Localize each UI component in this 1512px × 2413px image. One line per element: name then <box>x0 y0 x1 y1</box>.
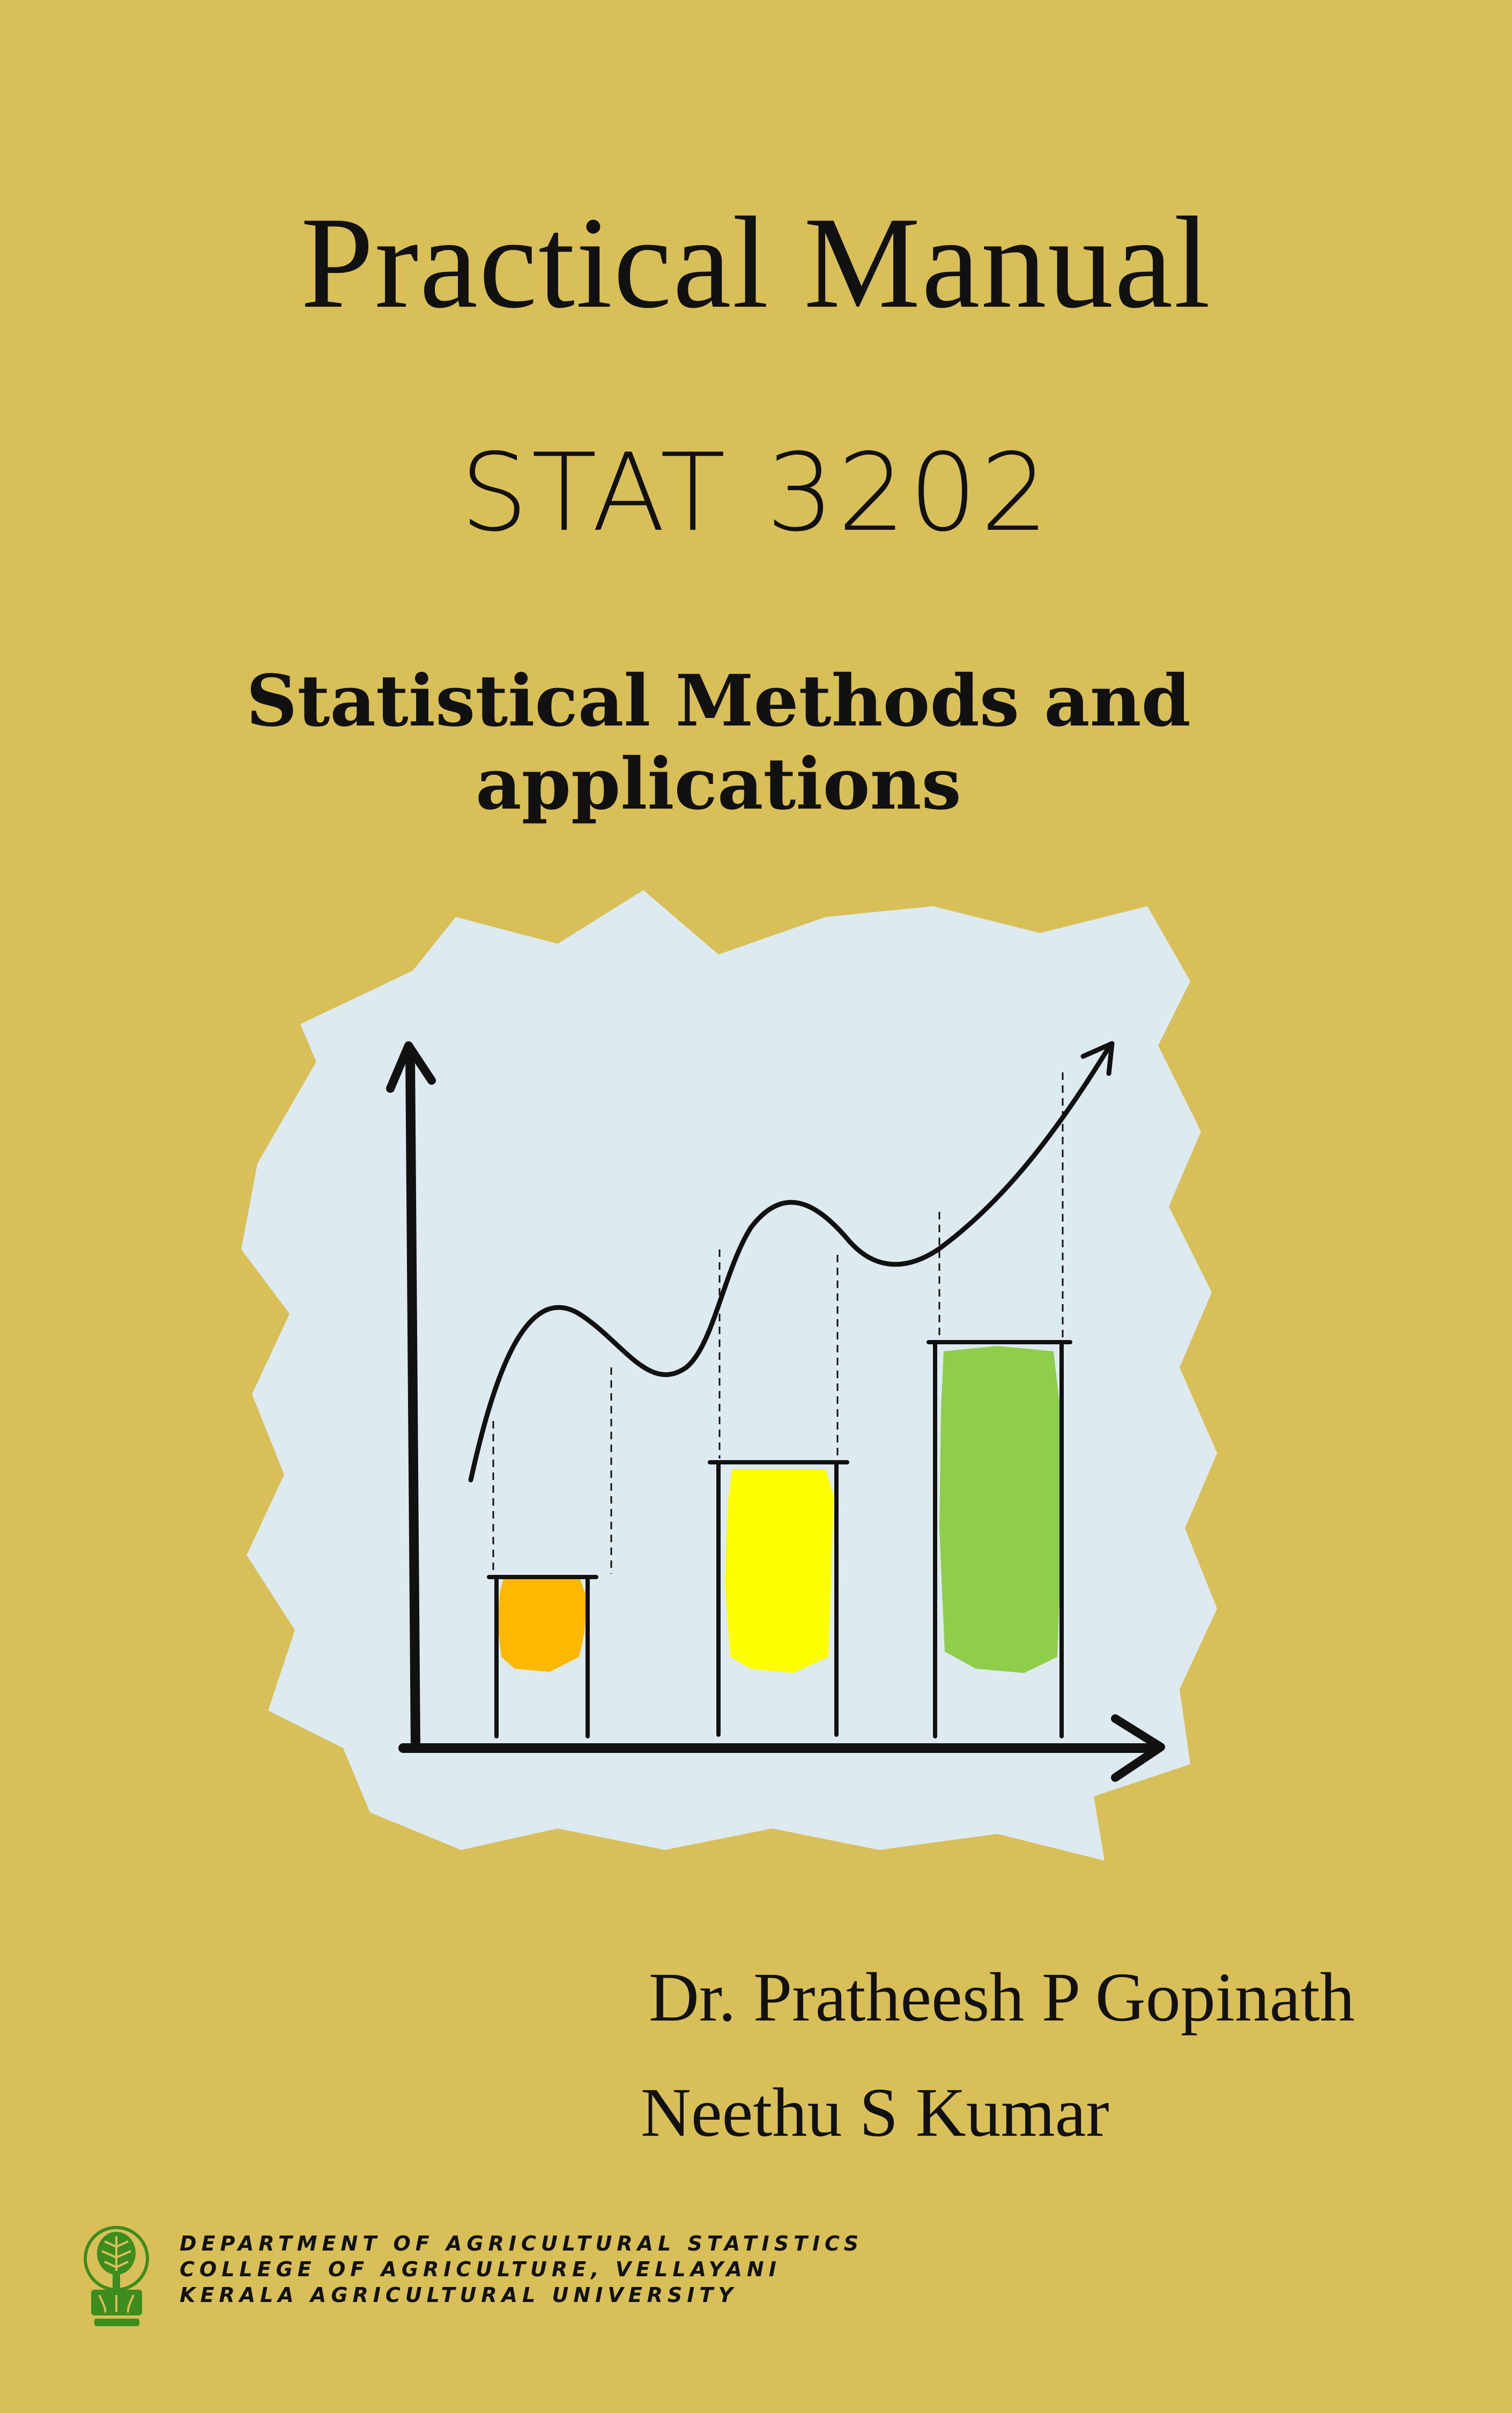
subtitle-line-2: applications <box>476 743 961 826</box>
bar-2 <box>725 1469 834 1673</box>
bar-3 <box>939 1346 1062 1673</box>
y-axis-arrow <box>386 1041 436 1093</box>
department-name: DEPARTMENT OF AGRICULTURAL STATISTICS <box>180 2232 864 2255</box>
cover-subtitle: Statistical Methods and applications <box>209 660 1228 826</box>
bar-1-fill <box>498 1576 587 1672</box>
chart-illustration <box>241 890 1217 1861</box>
cover-title: Practical Manual <box>300 190 1212 335</box>
college-name: COLLEGE OF AGRICULTURE, VELLAYANI <box>180 2257 781 2281</box>
trend-arrow-head <box>1080 1041 1115 1076</box>
bar-1-outline <box>487 1575 598 1738</box>
course-code: STAT 3202 <box>460 431 1052 556</box>
chart-splash-background <box>241 890 1217 1861</box>
x-axis-arrow <box>1111 1714 1165 1782</box>
trend-line <box>468 1043 1113 1483</box>
bar-1 <box>498 1576 587 1672</box>
bar-2-fill <box>725 1469 834 1673</box>
university-name: KERALA AGRICULTURAL UNIVERSITY <box>180 2283 738 2307</box>
author-1: Dr. Pratheesh P Gopinath <box>649 1959 1355 2036</box>
institution-block: DEPARTMENT OF AGRICULTURAL STATISTICS CO… <box>180 2231 863 2308</box>
y-axis <box>405 1052 420 1753</box>
bar-3-outline <box>927 1340 1072 1738</box>
bar-3-fill <box>939 1346 1062 1673</box>
bar-2-outline <box>708 1460 849 1737</box>
author-2: Neethu S Kumar <box>641 2074 1109 2151</box>
university-emblem-icon <box>84 2226 149 2326</box>
subtitle-line-1: Statistical Methods and <box>246 660 1191 743</box>
